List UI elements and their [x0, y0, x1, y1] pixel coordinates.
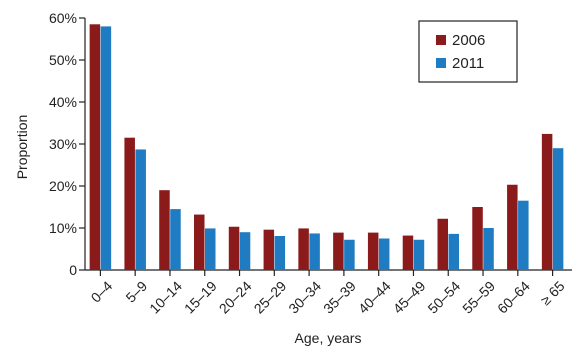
bar-2006-5	[263, 229, 275, 270]
bar-2006-1	[124, 137, 135, 270]
bar-2011-11	[483, 228, 494, 270]
x-tick-label: 55–59	[459, 278, 498, 317]
legend-label-2006: 2006	[452, 32, 485, 49]
x-axis-title: Age, years	[295, 330, 362, 346]
bar-2011-2	[170, 209, 181, 270]
y-axis-title: Proportion	[14, 115, 30, 180]
legend-box	[418, 20, 518, 83]
y-tick-label: 60%	[49, 10, 77, 26]
bar-2006-8	[367, 232, 379, 270]
bar-2006-13	[541, 133, 553, 270]
bar-2011-1	[135, 149, 146, 270]
x-tick-label: 10–14	[146, 278, 185, 317]
y-tick-label: 30%	[49, 136, 77, 152]
x-tick-label: 25–29	[251, 278, 290, 317]
bar-2011-8	[378, 238, 390, 270]
bar-2011-4	[239, 232, 251, 270]
bar-2011-5	[274, 235, 286, 270]
bar-2006-3	[194, 214, 205, 270]
x-tick-label: ≥ 65	[537, 278, 568, 309]
y-tick-label: 40%	[49, 94, 77, 110]
y-tick-label: 20%	[49, 178, 77, 194]
x-tick-label: 60–64	[494, 278, 533, 317]
bars	[89, 24, 564, 271]
y-tick-label: 0	[69, 262, 77, 278]
bar-2011-9	[413, 239, 425, 270]
x-tick-label: 40–44	[355, 278, 394, 317]
x-tick-label: 50–54	[424, 278, 463, 317]
bar-2011-10	[448, 233, 459, 270]
bar-2011-12	[518, 200, 529, 270]
x-tick-label: 30–34	[285, 278, 324, 317]
legend-swatch-2006	[436, 35, 446, 45]
bar-2006-9	[402, 235, 414, 270]
x-tick-label: 0–4	[88, 278, 116, 306]
bar-2006-10	[437, 218, 448, 270]
bar-2006-2	[159, 190, 170, 270]
y-axis: 0 10% 20% 30% 40% 50% 60%	[49, 10, 86, 278]
bar-2006-7	[333, 232, 344, 270]
bar-2006-11	[472, 207, 483, 270]
x-tick-label: 45–49	[390, 278, 429, 317]
y-tick-label: 50%	[49, 52, 77, 68]
bar-2006-0	[89, 24, 101, 270]
bar-2011-7	[344, 239, 355, 270]
bar-2011-6	[309, 233, 320, 270]
bar-2011-3	[205, 228, 216, 270]
legend-swatch-2011	[436, 58, 446, 68]
x-axis: 0–4 5–910–1415–1920–2425–2930–3435–3940–4…	[85, 269, 572, 317]
bar-2011-13	[552, 148, 564, 270]
bar-2006-12	[507, 184, 518, 270]
y-tick-label: 10%	[49, 220, 77, 236]
x-tick-label: 35–39	[320, 278, 359, 317]
legend: 2006 2011	[418, 20, 518, 83]
bar-2006-4	[228, 226, 240, 270]
legend-label-2011: 2011	[452, 55, 484, 72]
x-tick-label: 15–19	[181, 278, 220, 317]
bar-2011-0	[100, 26, 112, 271]
x-tick-label: 5–9	[122, 278, 150, 306]
bar-2006-6	[298, 228, 309, 270]
x-tick-label: 20–24	[216, 278, 255, 317]
